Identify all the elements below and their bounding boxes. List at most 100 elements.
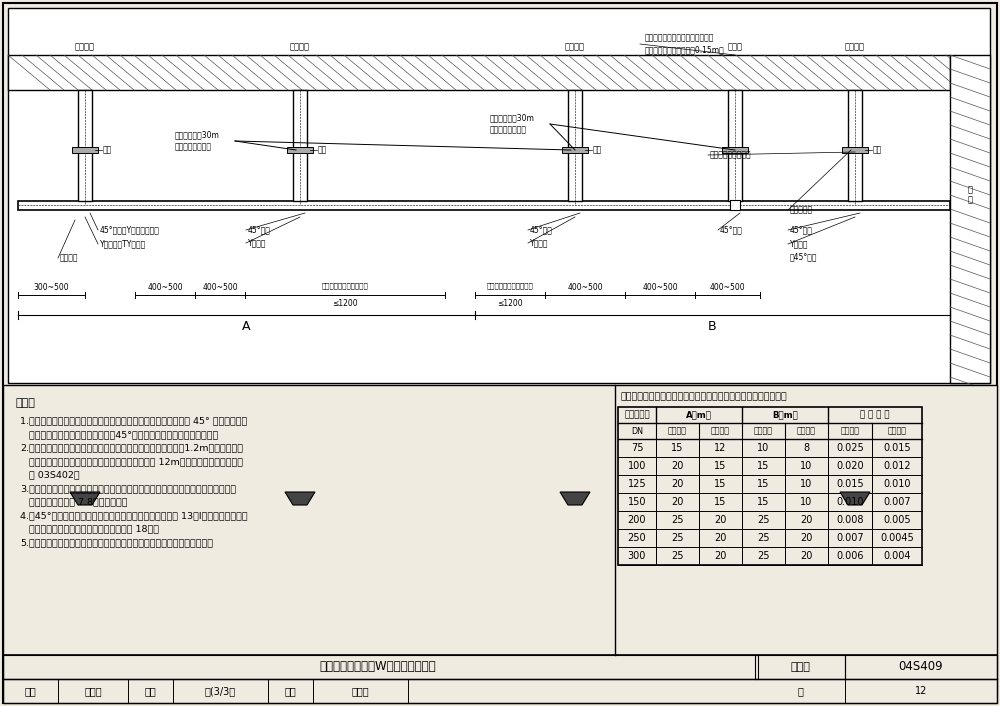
Text: 照本图集总说明第 7.8条要求执行。: 照本图集总说明第 7.8条要求执行。 <box>20 498 128 506</box>
Text: 10: 10 <box>800 497 813 507</box>
Text: 45°弯头: 45°弯头 <box>530 225 553 234</box>
Text: 防晃支架或防晃吊架: 防晃支架或防晃吊架 <box>710 150 752 160</box>
Text: 或45°弯头: 或45°弯头 <box>790 253 818 261</box>
Text: 04S409: 04S409 <box>899 661 943 674</box>
Text: 时设置加强型卡箍: 时设置加强型卡箍 <box>175 143 212 152</box>
Text: 图集号: 图集号 <box>790 662 810 672</box>
Text: 20: 20 <box>671 479 684 489</box>
Text: Y型三通: Y型三通 <box>248 239 266 248</box>
Text: 20: 20 <box>800 515 813 525</box>
Text: 75: 75 <box>631 443 643 453</box>
Bar <box>3 385 997 703</box>
Text: 0.010: 0.010 <box>836 497 864 507</box>
Text: ≤1200: ≤1200 <box>497 299 523 308</box>
Bar <box>842 147 868 153</box>
Text: B: B <box>708 321 716 333</box>
Bar <box>287 147 313 153</box>
Text: 400~500: 400~500 <box>147 282 183 292</box>
Text: 生活污水: 生活污水 <box>797 426 816 436</box>
Text: 300~500: 300~500 <box>34 282 69 292</box>
Bar <box>562 147 588 153</box>
Text: 管段上的防晃支架或防晃吊架的设置间距不应大于 12m。支（吊）架做法详见图: 管段上的防晃支架或防晃吊架的设置间距不应大于 12m。支（吊）架做法详见图 <box>20 457 243 466</box>
Text: 坐
向: 坐 向 <box>968 185 972 205</box>
Polygon shape <box>840 492 870 505</box>
Bar <box>72 147 98 153</box>
Text: 时设置加强型卡箍: 时设置加强型卡箍 <box>490 126 527 135</box>
Text: 0.012: 0.012 <box>883 461 911 471</box>
Text: 排水横干管的安装坡度及直线管段检查口或清扫口之间的最大距离: 排水横干管的安装坡度及直线管段检查口或清扫口之间的最大距离 <box>621 393 788 402</box>
Text: 15: 15 <box>714 497 727 507</box>
Text: 0.005: 0.005 <box>883 515 911 525</box>
Text: 0.015: 0.015 <box>836 479 864 489</box>
Text: 加强型卡箍: 加强型卡箍 <box>790 205 813 215</box>
Text: DN: DN <box>631 426 643 436</box>
Text: 10: 10 <box>800 479 813 489</box>
Text: 20: 20 <box>714 551 727 561</box>
Text: 安 装 坡 度: 安 装 坡 度 <box>860 410 890 419</box>
Text: 页: 页 <box>797 686 803 696</box>
Bar <box>722 147 748 153</box>
Text: 审核: 审核 <box>25 686 36 696</box>
Text: 3.其它材质排水立管接入柔性接口卡箍式排水铸铁管横干管时，其接入口的连接可按: 3.其它材质排水立管接入柔性接口卡箍式排水铸铁管横干管时，其接入口的连接可按 <box>20 484 236 493</box>
Text: 0.020: 0.020 <box>836 461 864 471</box>
Text: 20: 20 <box>714 533 727 543</box>
Polygon shape <box>70 492 100 505</box>
Text: 0.015: 0.015 <box>883 443 911 453</box>
Text: 垂直墙面的距离不应小于0.15m。: 垂直墙面的距离不应小于0.15m。 <box>645 45 725 54</box>
Text: 12: 12 <box>714 443 727 453</box>
Text: 管卡: 管卡 <box>593 145 602 155</box>
Text: Y型三通或TY型三通: Y型三通或TY型三通 <box>100 239 146 249</box>
Text: 25: 25 <box>671 551 684 561</box>
Text: 45°弯头: 45°弯头 <box>720 225 743 234</box>
Text: 45°弯头（Y型三通时用）: 45°弯头（Y型三通时用） <box>100 225 160 234</box>
Text: Y型三通: Y型三通 <box>530 239 548 248</box>
Text: 直线管段支（吊）架间距: 直线管段支（吊）架间距 <box>322 282 368 289</box>
Text: 8: 8 <box>803 443 810 453</box>
Text: 0.010: 0.010 <box>883 479 911 489</box>
Text: A（m）: A（m） <box>686 410 712 419</box>
Text: 排水立管: 排水立管 <box>75 42 95 52</box>
Text: 20: 20 <box>671 497 684 507</box>
Text: 0.0045: 0.0045 <box>880 533 914 543</box>
Text: 10: 10 <box>757 443 770 453</box>
Text: 立管高度超过30m: 立管高度超过30m <box>175 131 220 140</box>
Bar <box>3 655 758 679</box>
Text: 清扫口: 清扫口 <box>728 42 742 52</box>
Text: A: A <box>242 321 250 333</box>
Text: 25: 25 <box>757 515 770 525</box>
Text: 有条件时，宜在排水立管底部用双45°鸭脚支撑弯头在横干管两侧接入。: 有条件时，宜在排水立管底部用双45°鸭脚支撑弯头在横干管两侧接入。 <box>20 430 218 439</box>
Bar <box>730 200 740 210</box>
Text: 10: 10 <box>800 461 813 471</box>
Text: 0.006: 0.006 <box>836 551 864 561</box>
Text: 生活废水: 生活废水 <box>668 426 687 436</box>
Bar <box>568 90 582 201</box>
Text: 20: 20 <box>714 515 727 525</box>
Text: 标 03S402。: 标 03S402。 <box>20 470 80 479</box>
Text: 最小坡度: 最小坡度 <box>888 426 906 436</box>
Text: 设计: 设计 <box>285 686 296 696</box>
Text: 20: 20 <box>800 551 813 561</box>
Bar <box>618 407 922 565</box>
Text: 说明：: 说明： <box>15 398 35 408</box>
Bar <box>728 90 742 201</box>
Text: 生活废水: 生活废水 <box>754 426 773 436</box>
Text: 0.025: 0.025 <box>836 443 864 453</box>
Text: 15: 15 <box>671 443 684 453</box>
Text: 排水横干管安装（W型卡箍式接口）: 排水横干管安装（W型卡箍式接口） <box>320 661 436 674</box>
Text: 立管支架: 立管支架 <box>60 253 78 263</box>
Bar <box>78 90 92 201</box>
Text: 400~500: 400~500 <box>202 282 238 292</box>
Text: 管卡: 管卡 <box>873 145 882 155</box>
Polygon shape <box>285 492 315 505</box>
Text: 25: 25 <box>671 533 684 543</box>
Text: 15: 15 <box>714 479 727 489</box>
Text: 排水横干管起点清扫口与其端端相: 排水横干管起点清扫口与其端端相 <box>645 33 714 42</box>
Text: 300: 300 <box>628 551 646 561</box>
Polygon shape <box>560 492 590 505</box>
Text: 400~500: 400~500 <box>642 282 678 292</box>
Text: 15: 15 <box>757 497 770 507</box>
Text: 排水立管: 排水立管 <box>565 42 585 52</box>
Text: 4.双45°鸭脚支撑弯头与排水横干管的连接可参照本图集第 13页I型卡箍式接口方式: 4.双45°鸭脚支撑弯头与排水横干管的连接可参照本图集第 13页I型卡箍式接口方… <box>20 511 248 520</box>
Bar <box>848 90 862 201</box>
Bar <box>18 201 950 210</box>
